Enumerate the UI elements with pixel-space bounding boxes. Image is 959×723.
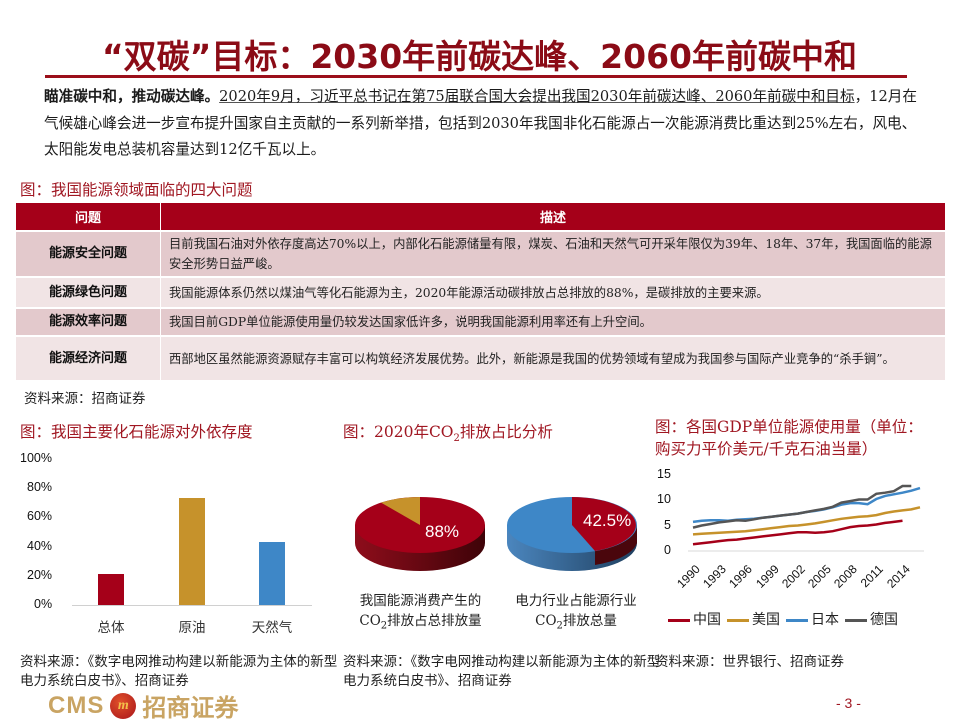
table-row: 能源效率问题 我国目前GDP单位能源使用量仍较发达国家低许多，说明我国能源利用率… xyxy=(16,307,946,336)
x-category: 天然气 xyxy=(251,620,293,636)
pie1-caption-line1: 我国能源消费产生的 xyxy=(359,593,482,609)
line-chart-source: 资料来源：世界银行、招商证券 xyxy=(655,654,844,670)
x-axis-line xyxy=(72,605,312,606)
line-series xyxy=(692,506,921,536)
line-chart-legend: 中国 美国 日本 德国 xyxy=(668,609,898,629)
y-tick: 60% xyxy=(27,509,53,523)
bar-crude-oil xyxy=(179,498,205,605)
issue-cell: 能源效率问题 xyxy=(16,307,161,336)
x-tick: 1996 xyxy=(726,562,756,591)
pie2-label: 42.5% xyxy=(583,511,632,530)
y-tick: 0% xyxy=(34,597,53,611)
legend-china: 中国 xyxy=(668,609,721,629)
issues-table: 问题 描述 能源安全问题 目前我国石油对外依存度高达70%以上，内部化石能源储量… xyxy=(16,203,946,380)
bar-chart-source: 资料来源：《数字电网推动构建以新能源为主体的新型电力系统白皮书》、招商证券 xyxy=(20,654,338,689)
legend-germany: 德国 xyxy=(845,609,898,629)
table-caption: 图：我国能源领域面临的四大问题 xyxy=(20,181,253,199)
issue-cell: 能源安全问题 xyxy=(16,230,161,277)
line-series xyxy=(692,519,903,546)
bar-chart-title: 图：我国主要化石能源对外依存度 xyxy=(20,423,253,441)
bar-natural-gas xyxy=(259,542,285,605)
x-tick: 2002 xyxy=(778,562,808,591)
y-tick: 15 xyxy=(657,467,671,481)
table-header-desc: 描述 xyxy=(160,203,946,231)
logo-company-name: 招商证券 xyxy=(142,694,239,722)
logo-cms-text: CMS xyxy=(48,691,105,719)
x-category: 总体 xyxy=(97,620,125,636)
bar-total xyxy=(98,574,124,605)
x-tick: 1993 xyxy=(700,562,730,591)
y-tick: 5 xyxy=(664,518,671,532)
pie-charts xyxy=(355,497,637,571)
pie2-caption-line1: 电力行业占能源行业 xyxy=(515,593,637,609)
pie1-caption: 我国能源消费产生的 CO2排放占总排放量 xyxy=(343,591,498,637)
y-tick: 20% xyxy=(27,568,53,582)
desc-cell: 我国能源体系仍然以煤油气等化石能源为主，2020年能源活动碳排放占总排放的88%… xyxy=(160,276,946,308)
issue-cell: 能源绿色问题 xyxy=(16,276,161,308)
intro-lead: 瞄准碳中和，推动碳达峰。 xyxy=(44,88,220,105)
pie1-caption-line2: CO2排放占总排放量 xyxy=(359,613,482,632)
x-tick: 2014 xyxy=(883,562,913,591)
x-tick: 2011 xyxy=(858,562,887,591)
line-chart-title-2: 购买力平价美元/千克石油当量） xyxy=(655,440,878,458)
y-tick: 100% xyxy=(20,451,52,465)
desc-cell: 目前我国石油对外依存度高达70%以上，内部化石能源储量有限，煤炭、石油和天然气可… xyxy=(160,230,946,277)
line-chart-title: 图：各国GDP单位能源使用量（单位： 购买力平价美元/千克石油当量） xyxy=(655,416,955,460)
desc-cell: 我国目前GDP单位能源使用量仍较发达国家低许多，说明我国能源利用率还有上升空间。 xyxy=(160,307,946,336)
table-row: 能源安全问题 目前我国石油对外依存度高达70%以上，内部化石能源储量有限，煤炭、… xyxy=(16,230,946,277)
table-row: 能源绿色问题 我国能源体系仍然以煤油气等化石能源为主，2020年能源活动碳排放占… xyxy=(16,276,946,308)
pie1-label: 88% xyxy=(425,522,460,541)
x-tick: 1999 xyxy=(752,562,782,591)
legend-japan: 日本 xyxy=(786,609,839,629)
y-tick: 0 xyxy=(664,543,671,557)
x-category: 原油 xyxy=(178,620,206,636)
pie-energy-consumption xyxy=(355,497,485,571)
issue-cell: 能源经济问题 xyxy=(16,335,161,380)
table-row: 能源经济问题 西部地区虽然能源资源赋存丰富可以构筑经济发展优势。此外，新能源是我… xyxy=(16,335,946,380)
table-source: 资料来源：招商证券 xyxy=(24,391,146,407)
title-divider xyxy=(45,75,907,78)
page-title: “双碳”目标：2030年前碳达峰、2060年前碳中和 xyxy=(101,37,858,76)
line-series xyxy=(692,484,912,529)
pie2-caption-line2: CO2排放总量 xyxy=(535,613,617,632)
line-chart-title-1: 图：各国GDP单位能源使用量（单位： xyxy=(655,418,923,436)
intro-rest: ，12月在气候雄心峰会进一步宣布提升国家自主贡献的一系列新举措，包括到2030年… xyxy=(44,88,917,158)
intro-underlined-2: 2060年前碳中和目标 xyxy=(715,88,855,105)
legend-usa: 美国 xyxy=(727,609,780,629)
line-chart-plot xyxy=(688,484,924,552)
y-tick: 10 xyxy=(657,492,671,506)
pie-power-sector xyxy=(507,497,637,571)
logo-emblem-icon: m xyxy=(110,692,137,719)
y-tick: 80% xyxy=(27,480,53,494)
intro-underlined-1: 2020年9月，习近平总书记在第75届联合国大会提出我国2030年前碳达峰、 xyxy=(219,88,716,105)
intro-paragraph: 瞄准碳中和，推动碳达峰。2020年9月，习近平总书记在第75届联合国大会提出我国… xyxy=(44,84,924,164)
pie-chart-title: 图：2020年CO2排放占比分析 xyxy=(343,423,553,445)
pie-chart-source: 资料来源：《数字电网推动构建以新能源为主体的新型电力系统白皮书》、招商证券 xyxy=(343,654,661,689)
table-header-issue: 问题 xyxy=(16,203,161,231)
company-logo: CMS m 招商证券 xyxy=(48,688,238,723)
x-tick: 1990 xyxy=(674,562,703,591)
x-tick: 2008 xyxy=(831,562,861,591)
y-tick: 40% xyxy=(27,539,53,553)
desc-cell: 西部地区虽然能源资源赋存丰富可以构筑经济发展优势。此外，新能源是我国的优势领域有… xyxy=(160,335,946,380)
page-number: - 3 - xyxy=(836,695,861,711)
x-tick: 2005 xyxy=(805,562,834,591)
pie2-caption: 电力行业占能源行业 CO2排放总量 xyxy=(500,591,652,637)
